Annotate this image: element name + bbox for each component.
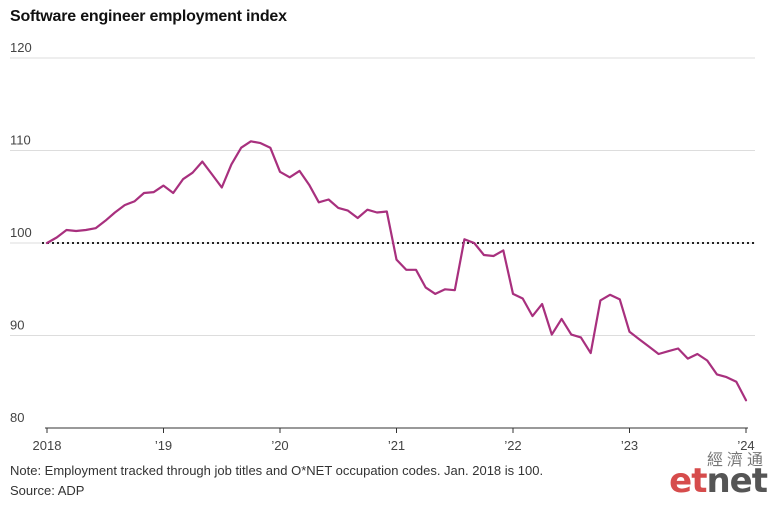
y-tick-label: 110 (10, 133, 31, 148)
x-tick-label: 2018 (33, 438, 62, 453)
x-tick-label: ’23 (621, 438, 638, 453)
x-tick-label: ’19 (155, 438, 172, 453)
logo-wordmark: etnet (669, 461, 768, 501)
y-tick-label: 80 (10, 410, 24, 425)
y-tick-label: 90 (10, 318, 24, 333)
x-tick-label: ’20 (271, 438, 288, 453)
chart-note: Note: Employment tracked through job tit… (10, 463, 544, 478)
x-tick-label: ’22 (504, 438, 521, 453)
x-tick-label: ’24 (737, 438, 754, 453)
line-chart: 80 90 100 110 120 2018 ’19 ’20 ’21 ’22 ’23 ’24 (10, 40, 755, 453)
y-tick-label: 100 (10, 225, 32, 240)
etnet-logo: 經濟通 etnet (669, 446, 769, 516)
series-line-employment-index (45, 140, 748, 402)
chart-source: Source: ADP (10, 483, 85, 498)
logo-chinese-text: 經濟通 (706, 450, 767, 469)
logo-net: net (706, 461, 768, 501)
y-tick-label: 120 (10, 40, 32, 55)
chart-title: Software engineer employment index (10, 8, 287, 25)
x-tick-label: ’21 (388, 438, 405, 453)
logo-et: et (669, 461, 707, 501)
